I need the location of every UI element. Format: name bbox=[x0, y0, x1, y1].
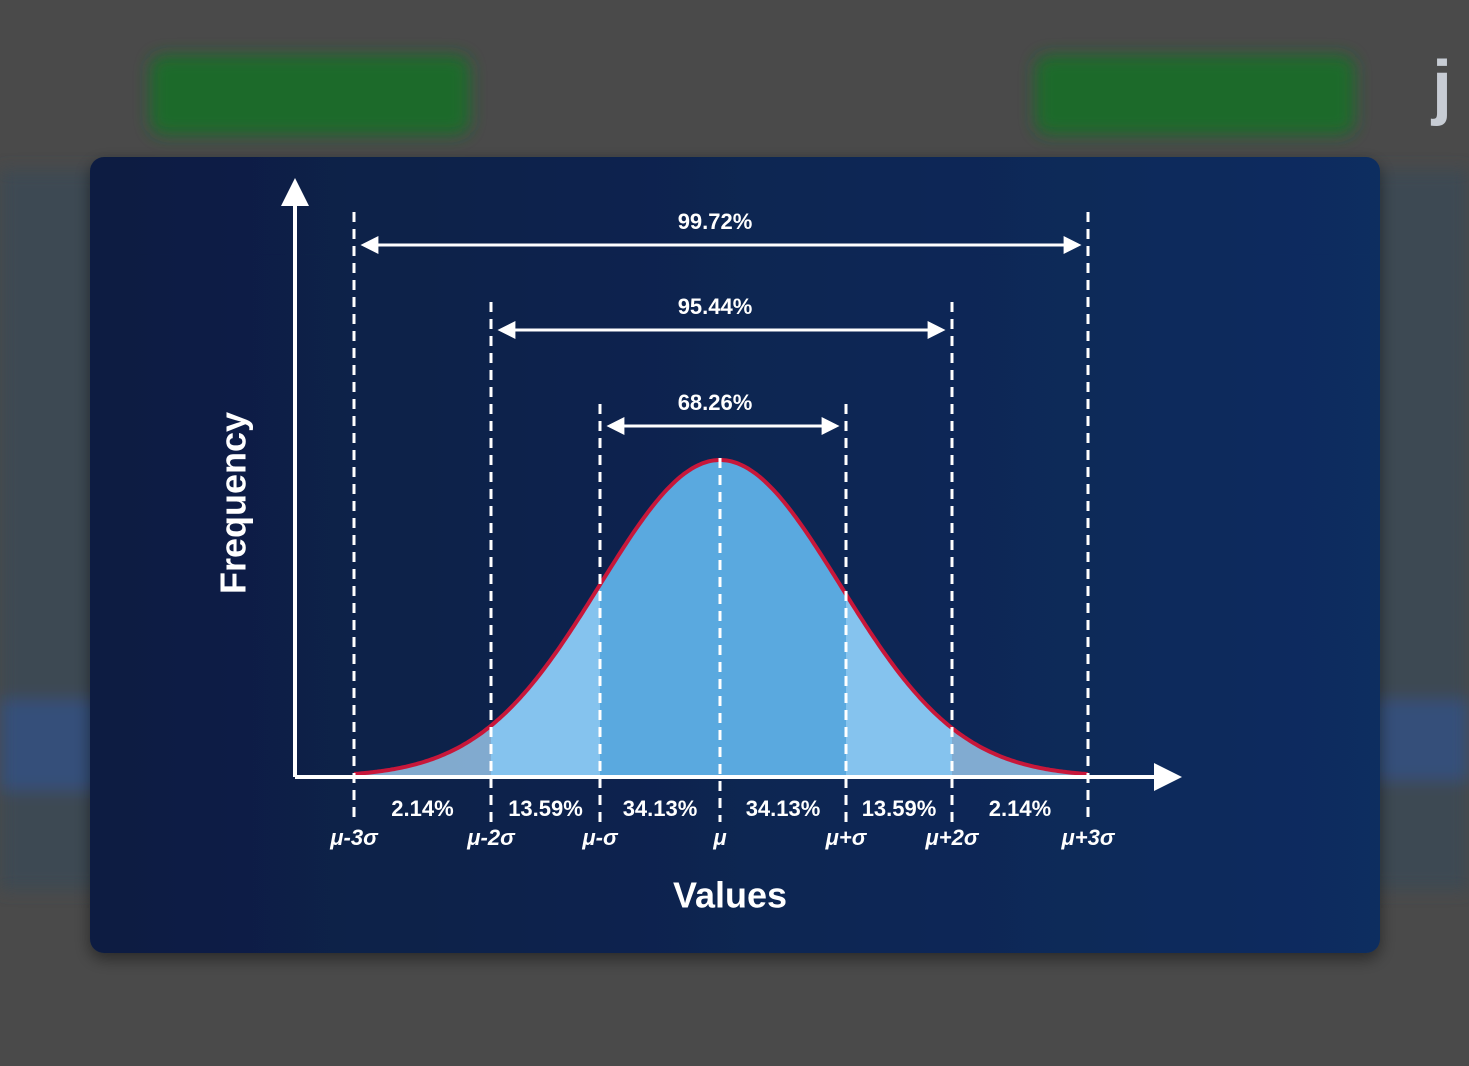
logo: j bbox=[1430, 47, 1452, 127]
curve-region bbox=[846, 594, 952, 777]
segment-label: 13.59% bbox=[862, 796, 937, 821]
x-axis-label: Values bbox=[673, 875, 787, 916]
tick-label: μ+3σ bbox=[1061, 825, 1116, 850]
plot: 99.72% 95.44% 68.26% 2.14% 13.59% 34.13% 34.13… bbox=[281, 178, 1182, 850]
tick-label: μ bbox=[712, 825, 726, 850]
tick-label: μ-3σ bbox=[329, 825, 379, 850]
curve-region bbox=[354, 725, 491, 777]
curve-region bbox=[952, 728, 1088, 777]
tick-label: μ+2σ bbox=[925, 825, 980, 850]
range-label: 95.44% bbox=[678, 294, 753, 319]
y-axis-label: Frequency bbox=[213, 412, 254, 594]
range-label: 99.72% bbox=[678, 209, 753, 234]
segment-label: 13.59% bbox=[508, 796, 583, 821]
tick-label: μ-2σ bbox=[466, 825, 516, 850]
range-label: 68.26% bbox=[678, 390, 753, 415]
tick-label: μ+σ bbox=[825, 825, 868, 850]
curve-region bbox=[491, 584, 600, 777]
tick-label: μ-σ bbox=[581, 825, 619, 850]
segment-label: 34.13% bbox=[746, 796, 821, 821]
segment-label: 2.14% bbox=[989, 796, 1051, 821]
segment-label: 34.13% bbox=[623, 796, 698, 821]
curve-region bbox=[720, 460, 846, 777]
segment-label: 2.14% bbox=[391, 796, 453, 821]
